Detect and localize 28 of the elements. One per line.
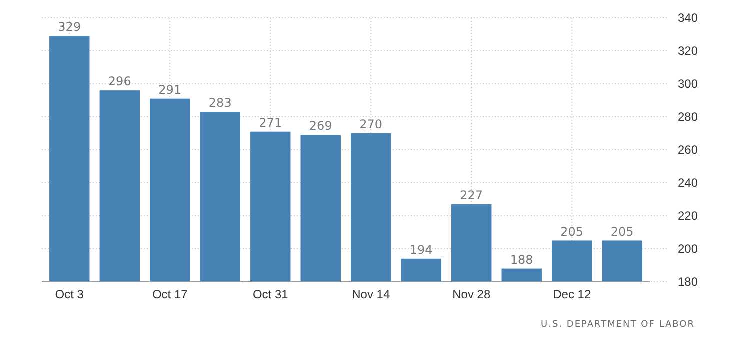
y-tick-label: 180 [678,274,698,289]
y-tick-label: 220 [678,208,698,223]
x-tick-label: Oct 3 [55,288,84,302]
y-tick-label: 240 [678,176,698,190]
data-label: 269 [309,119,332,134]
y-tick-label: 200 [678,242,698,256]
y-tick-label: 260 [678,142,698,157]
y-tick-label: 280 [678,110,698,124]
data-label: 291 [158,82,182,97]
x-tick-label: Dec 12 [553,288,592,302]
x-tick-label: Oct 17 [152,288,188,302]
y-tick-label: 320 [678,44,698,58]
x-tick-label: Oct 31 [252,288,289,302]
x-tick-label: Nov 14 [352,288,390,302]
data-label: 283 [208,96,232,110]
y-tick-label: 300 [678,76,698,91]
data-label: 296 [108,74,132,89]
data-label: 205 [610,224,634,239]
data-label: 329 [58,20,82,34]
y-tick-label: 340 [678,10,698,25]
data-label: 188 [510,252,534,267]
data-label: 271 [259,116,282,130]
text: U.S. DEPARTMENT OF LABOR [541,320,695,330]
x-tick-label: Nov 28 [452,288,491,302]
data-label: 227 [460,188,484,202]
data-label: 270 [360,118,383,132]
data-label: 194 [410,242,433,257]
data-label: 205 [560,224,584,239]
